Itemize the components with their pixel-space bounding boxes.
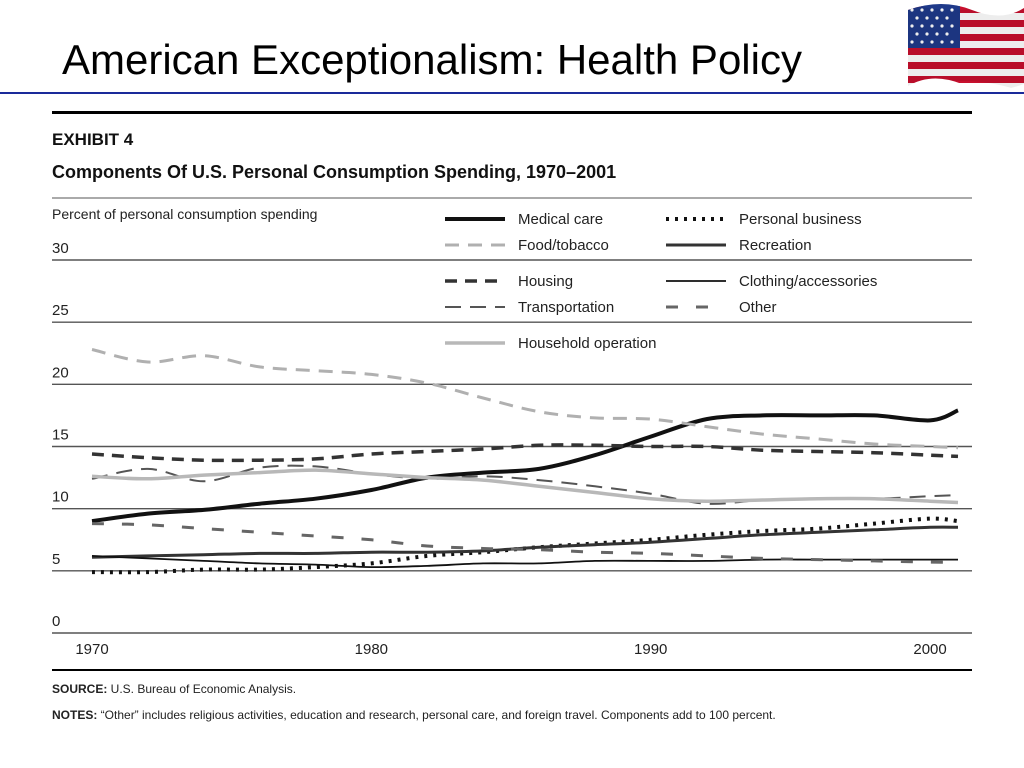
exhibit-label: EXHIBIT 4 xyxy=(52,130,134,149)
series-line-transportation xyxy=(91,464,959,505)
y-tick-label-25: 25 xyxy=(52,302,69,319)
legend-label-recreation: Recreation xyxy=(739,237,812,254)
series-line-medical-care xyxy=(91,408,959,524)
legend-label-other: Other xyxy=(739,299,777,316)
legend-label-transportation: Transportation xyxy=(518,299,614,316)
x-tick-label-2000: 2000 xyxy=(913,641,946,658)
legend-label-household-operation: Household operation xyxy=(518,335,656,352)
x-tick-label-1970: 1970 xyxy=(75,641,108,658)
y-tick-label-0: 0 xyxy=(52,613,60,630)
series-line-household-operation xyxy=(91,468,959,505)
x-tick-label-1980: 1980 xyxy=(355,641,388,658)
source-note: SOURCE: U.S. Bureau of Economic Analysis… xyxy=(52,682,296,696)
american-flag-icon xyxy=(908,4,1024,90)
source-text: U.S. Bureau of Economic Analysis. xyxy=(107,682,297,696)
series-line-clothing-accessories xyxy=(91,555,958,569)
exhibit-top-rule xyxy=(52,111,972,114)
notes: NOTES: “Other” includes religious activi… xyxy=(52,705,972,725)
series-line-other xyxy=(91,522,959,564)
series-line-food-tobacco xyxy=(91,348,959,450)
slide-title: American Exceptionalism: Health Policy xyxy=(62,36,802,83)
legend-label-clothing-accessories: Clothing/accessories xyxy=(739,273,877,290)
series-line-recreation xyxy=(91,525,959,559)
legend-label-housing: Housing xyxy=(518,273,573,290)
y-axis-label: Percent of personal consumption spending xyxy=(52,206,317,222)
y-tick-label-15: 15 xyxy=(52,427,69,444)
series-line-housing xyxy=(91,443,959,463)
notes-label: NOTES: xyxy=(52,708,98,722)
legend-label-medical-care: Medical care xyxy=(518,211,603,228)
y-tick-label-10: 10 xyxy=(52,489,69,506)
y-tick-label-5: 5 xyxy=(52,551,60,568)
exhibit-title: Components Of U.S. Personal Consumption … xyxy=(52,162,617,182)
y-tick-label-20: 20 xyxy=(52,364,69,381)
source-label: SOURCE: xyxy=(52,682,108,696)
notes-text: “Other” includes religious activities, e… xyxy=(97,708,776,722)
y-tick-label-30: 30 xyxy=(52,240,69,257)
legend-label-personal-business: Personal business xyxy=(739,211,862,228)
title-underline xyxy=(0,92,1024,94)
x-tick-label-1990: 1990 xyxy=(634,641,667,658)
legend-label-food-tobacco: Food/tobacco xyxy=(518,237,609,254)
